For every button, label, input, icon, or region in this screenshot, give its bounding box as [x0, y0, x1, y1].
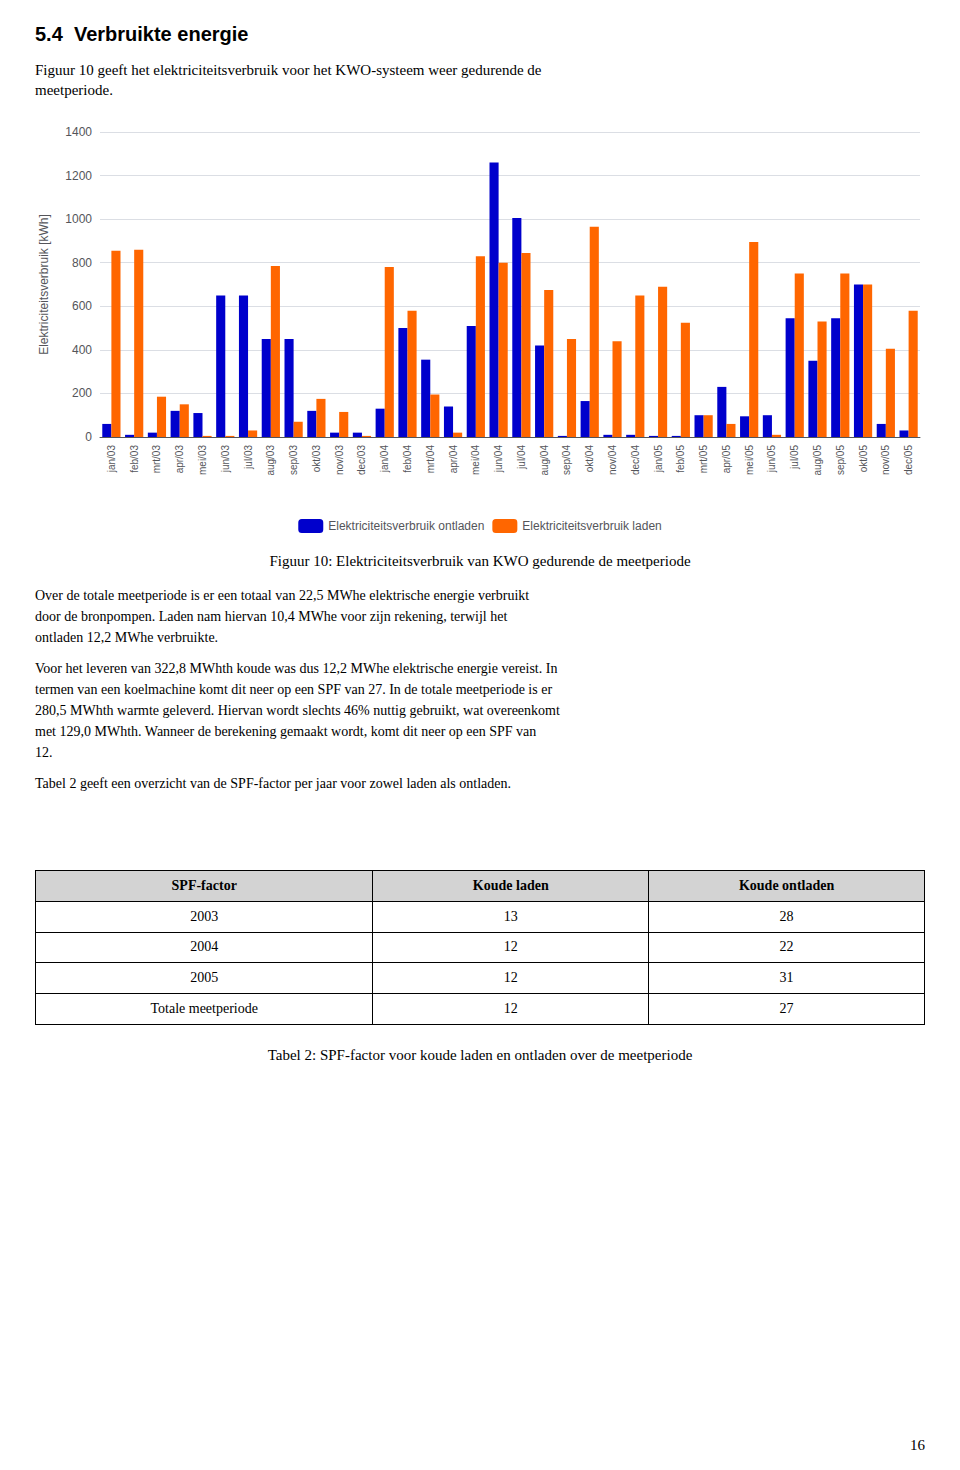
html-text:12: 12 — [503, 1001, 518, 1017]
svg-text:okt/03: okt/03 — [311, 445, 322, 473]
html-text:Koude ontladen: Koude ontladen — [738, 877, 835, 893]
svg-text:mei/05: mei/05 — [744, 445, 755, 475]
svg-text:jan/03: jan/03 — [106, 445, 117, 474]
svg-text:feb/05: feb/05 — [675, 445, 686, 473]
html-text:13: 13 — [503, 908, 518, 924]
svg-text:mrt/03: mrt/03 — [151, 445, 162, 474]
svg-text:dec/03: dec/03 — [356, 445, 367, 475]
svg-text:nov/03: nov/03 — [334, 445, 345, 475]
svg-text:nov/04: nov/04 — [607, 445, 618, 475]
svg-text:jul/05: jul/05 — [789, 445, 800, 470]
html-text:Figuur 10 geeft het elektricit: Figuur 10 geeft het elektriciteitsverbru… — [35, 62, 542, 78]
html-text:16: 16 — [910, 1437, 925, 1453]
html-text:Figuur 10: Elektriciteitsverbr: Figuur 10: Elektriciteitsverbruik van KW… — [269, 553, 691, 569]
svg-text:feb/04: feb/04 — [402, 445, 413, 473]
html-text:12.: 12. — [35, 745, 53, 760]
html-text:28: 28 — [779, 908, 794, 924]
html-text:22: 22 — [779, 939, 794, 955]
html-text:Koude laden: Koude laden — [472, 877, 549, 893]
svg-text:mrt/05: mrt/05 — [698, 445, 709, 474]
svg-text:mrt/04: mrt/04 — [425, 445, 436, 474]
html-text:Over de totale meetperiode is: Over de totale meetperiode is er een tot… — [35, 588, 530, 603]
svg-text:aug/04: aug/04 — [539, 445, 550, 476]
svg-text:1000: 1000 — [65, 212, 92, 226]
html-text:meetperiode.: meetperiode. — [35, 82, 113, 98]
html-text:12: 12 — [503, 939, 518, 955]
svg-text:jun/04: jun/04 — [493, 445, 504, 474]
svg-text:okt/05: okt/05 — [858, 445, 869, 473]
svg-text:1400: 1400 — [65, 125, 92, 139]
svg-text:Elektriciteitsverbruik ontlade: Elektriciteitsverbruik ontladen — [328, 519, 484, 533]
svg-text:jan/05: jan/05 — [653, 445, 664, 474]
html-text:Tabel 2 geeft een overzicht va: Tabel 2 geeft een overzicht van de SPF-f… — [35, 776, 511, 791]
svg-text:jul/03: jul/03 — [243, 445, 254, 470]
svg-text:600: 600 — [72, 299, 92, 313]
svg-text:mei/03: mei/03 — [197, 445, 208, 475]
svg-text:apr/04: apr/04 — [448, 445, 459, 474]
svg-text:feb/03: feb/03 — [129, 445, 140, 473]
html-text:31: 31 — [779, 970, 794, 986]
svg-text:apr/05: apr/05 — [721, 445, 732, 474]
svg-text:mei/04: mei/04 — [470, 445, 481, 475]
svg-text:apr/03: apr/03 — [174, 445, 185, 474]
html-text:met 129,0 MWhth. Wanneer de be: met 129,0 MWhth. Wanneer de berekening g… — [35, 724, 537, 739]
svg-text:Elektriciteitsverbruik laden: Elektriciteitsverbruik laden — [522, 519, 661, 533]
svg-text:aug/05: aug/05 — [812, 445, 823, 476]
svg-text:Elektriciteitsverbruik [kWh]: Elektriciteitsverbruik [kWh] — [37, 214, 51, 355]
svg-text:nov/05: nov/05 — [880, 445, 891, 475]
svg-text:sep/03: sep/03 — [288, 445, 299, 475]
html-text:termen van een koelmachine kom: termen van een koelmachine komt dit neer… — [35, 682, 553, 697]
svg-text:jan/04: jan/04 — [379, 445, 390, 474]
html-text:2004: 2004 — [190, 939, 219, 955]
html-text:SPF-factor: SPF-factor — [171, 877, 237, 893]
svg-text:jul/04: jul/04 — [516, 445, 527, 470]
svg-text:0: 0 — [85, 430, 92, 444]
svg-text:200: 200 — [72, 386, 92, 400]
html-text:27: 27 — [779, 1001, 794, 1017]
svg-text:sep/05: sep/05 — [835, 445, 846, 475]
svg-text:dec/05: dec/05 — [903, 445, 914, 475]
html-text:Totale meetperiode: Totale meetperiode — [150, 1001, 258, 1017]
svg-text:dec/04: dec/04 — [630, 445, 641, 475]
svg-text:sep/04: sep/04 — [561, 445, 572, 475]
svg-text:okt/04: okt/04 — [584, 445, 595, 473]
html-text:door de bronpompen. Laden nam: door de bronpompen. Laden nam hiervan 10… — [35, 609, 508, 624]
html-text:2005: 2005 — [190, 970, 219, 986]
html-text:280,5 MWhth warmte geleverd. H: 280,5 MWhth warmte geleverd. Hiervan wor… — [35, 703, 560, 718]
html-text:ontladen 12,2 MWhe verbruikte.: ontladen 12,2 MWhe verbruikte. — [35, 630, 219, 645]
svg-text:1200: 1200 — [65, 169, 92, 183]
html-text:Tabel 2: SPF-factor voor koude: Tabel 2: SPF-factor voor koude laden en … — [267, 1047, 693, 1063]
html-text:5.4 Verbruikte energie: 5.4 Verbruikte energie — [35, 23, 249, 45]
svg-text:aug/03: aug/03 — [265, 445, 276, 476]
svg-text:800: 800 — [72, 256, 92, 270]
html-text:Voor het leveren van 322,8 MWh: Voor het leveren van 322,8 MWhth koude w… — [35, 661, 558, 676]
html-text:12: 12 — [503, 970, 518, 986]
svg-text:400: 400 — [72, 343, 92, 357]
html-text:2003: 2003 — [190, 908, 219, 924]
svg-text:jun/05: jun/05 — [766, 445, 777, 474]
svg-text:jun/03: jun/03 — [220, 445, 231, 474]
